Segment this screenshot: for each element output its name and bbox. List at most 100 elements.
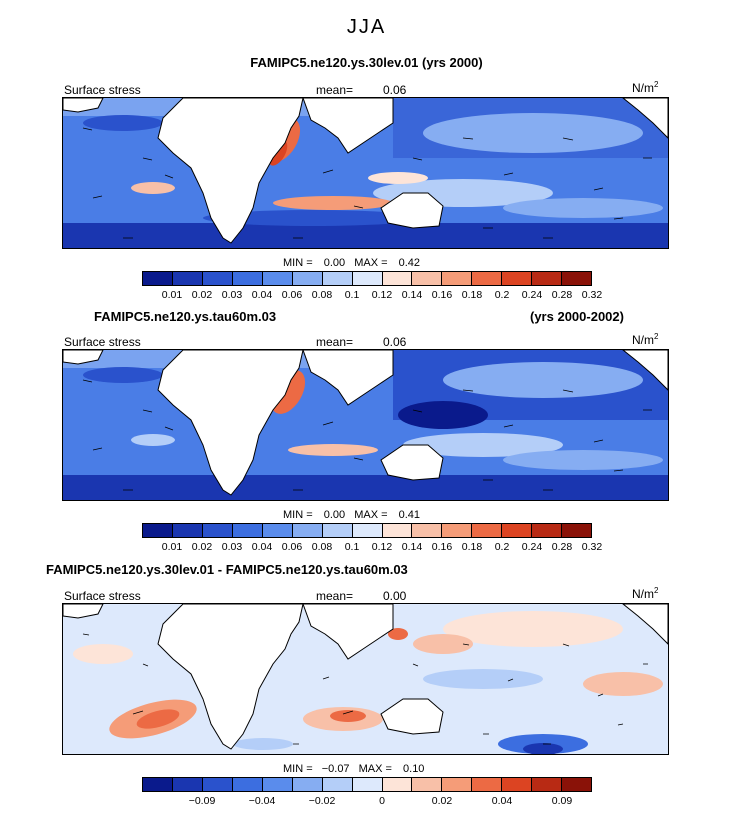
colorbar-tick-label: 0.06 xyxy=(281,541,303,553)
colorbar-swatch-2-5 xyxy=(262,524,293,537)
colorbar-swatch-1-12 xyxy=(472,272,503,285)
colorbar-swatch-3-14 xyxy=(532,778,563,791)
panel2-field-label: Surface stress xyxy=(64,335,141,349)
colorbar-tick-label: 0.04 xyxy=(251,289,273,301)
colorbar-swatch-3-6 xyxy=(292,778,323,791)
colorbar-swatch-2-4 xyxy=(232,524,263,537)
colorbar-tick-label: 0.02 xyxy=(191,289,213,301)
colorbar-tick-label: 0.1 xyxy=(344,289,360,301)
colorbar-swatch-3-13 xyxy=(502,778,533,791)
colorbar-tick-label: 0.28 xyxy=(551,289,573,301)
colorbar-swatch-2-3 xyxy=(202,524,233,537)
panel2-min-label: MIN = xyxy=(283,509,313,521)
panel3-colorbar xyxy=(142,777,592,792)
colorbar-swatch-1-5 xyxy=(262,272,293,285)
panel2-colorbar-ticks: 0.01 0.02 0.03 0.04 0.06 0.08 0.1 0.12 0.14 0.16 0… xyxy=(142,541,602,555)
colorbar-swatch-1-1 xyxy=(143,272,173,285)
panel2-min-value: 0.00 xyxy=(323,509,346,521)
colorbar-tick-label: 0.01 xyxy=(161,289,183,301)
colorbar-tick-label: 0.09 xyxy=(551,795,573,807)
panel1-wind-arrows xyxy=(82,127,652,239)
colorbar-swatch-1-15 xyxy=(562,272,592,285)
panel2-max-value: 0.41 xyxy=(398,509,421,521)
colorbar-swatch-2-15 xyxy=(562,524,592,537)
colorbar-swatch-2-10 xyxy=(412,524,443,537)
colorbar-swatch-3-2 xyxy=(172,778,203,791)
panel2-map xyxy=(62,349,669,501)
colorbar-tick-label: 0.06 xyxy=(281,289,303,301)
colorbar-swatch-1-14 xyxy=(532,272,563,285)
colorbar-swatch-3-15 xyxy=(562,778,592,791)
panel3-mean-label: mean= xyxy=(316,589,354,603)
colorbar-swatch-1-9 xyxy=(382,272,413,285)
panel2-max-label: MAX = xyxy=(354,509,388,521)
colorbar-tick-label: −0.04 xyxy=(248,795,276,807)
panel2-continents xyxy=(63,350,668,496)
colorbar-tick-label: −0.09 xyxy=(188,795,216,807)
panel2-mean-label: mean= xyxy=(316,335,354,349)
colorbar-swatch-2-6 xyxy=(292,524,323,537)
colorbar-tick-label: 0.28 xyxy=(551,541,573,553)
panel1-min-value: 0.00 xyxy=(323,257,346,269)
colorbar-swatch-2-2 xyxy=(172,524,203,537)
colorbar-tick-label: 0.14 xyxy=(401,289,423,301)
colorbar-tick-label: 0.04 xyxy=(251,541,273,553)
panel3-difference-field xyxy=(73,611,663,754)
colorbar-swatch-2-9 xyxy=(382,524,413,537)
colorbar-tick-label: 0.2 xyxy=(494,289,510,301)
colorbar-swatch-1-6 xyxy=(292,272,323,285)
colorbar-swatch-1-3 xyxy=(202,272,233,285)
colorbar-tick-label: 0.01 xyxy=(161,541,183,553)
colorbar-tick-label: 0.14 xyxy=(401,541,423,553)
colorbar-swatch-2-11 xyxy=(442,524,473,537)
page-title: JJA xyxy=(346,16,387,38)
colorbar-swatch-2-12 xyxy=(472,524,503,537)
colorbar-swatch-1-10 xyxy=(412,272,443,285)
panel3-colorbar-ticks: −0.09 −0.04 −0.02 0 0.02 0.04 0.09 xyxy=(142,795,592,809)
colorbar-swatch-3-8 xyxy=(352,778,383,791)
colorbar-swatch-3-7 xyxy=(322,778,353,791)
panel2-mean-value: 0.06 xyxy=(383,335,407,349)
panel1-map xyxy=(62,97,669,249)
colorbar-swatch-2-1 xyxy=(143,524,173,537)
colorbar-swatch-1-11 xyxy=(442,272,473,285)
colorbar-swatch-2-14 xyxy=(532,524,563,537)
panel2-wind-arrows xyxy=(82,379,652,491)
panel3-continents xyxy=(63,604,668,750)
colorbar-swatch-1-7 xyxy=(322,272,353,285)
colorbar-tick-label: 0.03 xyxy=(221,541,243,553)
panel3-units: N/m2 xyxy=(632,586,659,601)
colorbar-tick-label: 0.18 xyxy=(461,289,483,301)
colorbar-swatch-2-7 xyxy=(322,524,353,537)
panel1-colorbar xyxy=(142,271,592,286)
colorbar-swatch-3-12 xyxy=(472,778,503,791)
panel3-wind-arrows xyxy=(82,633,648,745)
panel1-case-title: FAMIPC5.ne120.ys.30lev.01 (yrs 2000) xyxy=(250,55,483,70)
panel2-years: (yrs 2000-2002) xyxy=(530,309,624,324)
colorbar-swatch-1-8 xyxy=(352,272,383,285)
colorbar-tick-label: 0.03 xyxy=(221,289,243,301)
panel1-stress-field xyxy=(63,98,668,248)
panel3-map xyxy=(62,603,669,755)
colorbar-swatch-3-9 xyxy=(382,778,413,791)
colorbar-swatch-3-10 xyxy=(412,778,443,791)
panel3-min-value: −0.07 xyxy=(321,763,350,775)
colorbar-tick-label: 0.24 xyxy=(521,541,543,553)
panel1-colorbar-ticks: 0.01 0.02 0.03 0.04 0.06 0.08 0.1 0.12 0.14 0.16 0… xyxy=(142,289,602,303)
colorbar-tick-label: 0.24 xyxy=(521,289,543,301)
panel3-field-label: Surface stress xyxy=(64,589,141,603)
panel2-units: N/m2 xyxy=(632,332,659,347)
panel1-field-label: Surface stress xyxy=(64,83,141,97)
panel1-max-value: 0.42 xyxy=(398,257,421,269)
colorbar-swatch-1-4 xyxy=(232,272,263,285)
colorbar-tick-label: 0.12 xyxy=(371,541,393,553)
colorbar-tick-label: 0.2 xyxy=(494,541,510,553)
colorbar-tick-label: 0.04 xyxy=(491,795,513,807)
panel1-max-label: MAX = xyxy=(354,257,388,269)
colorbar-swatch-2-13 xyxy=(502,524,533,537)
colorbar-tick-label: 0.32 xyxy=(581,289,603,301)
colorbar-swatch-2-8 xyxy=(352,524,383,537)
colorbar-tick-label: 0 xyxy=(379,795,385,807)
colorbar-tick-label: 0.1 xyxy=(344,541,360,553)
colorbar-tick-label: 0.08 xyxy=(311,289,333,301)
